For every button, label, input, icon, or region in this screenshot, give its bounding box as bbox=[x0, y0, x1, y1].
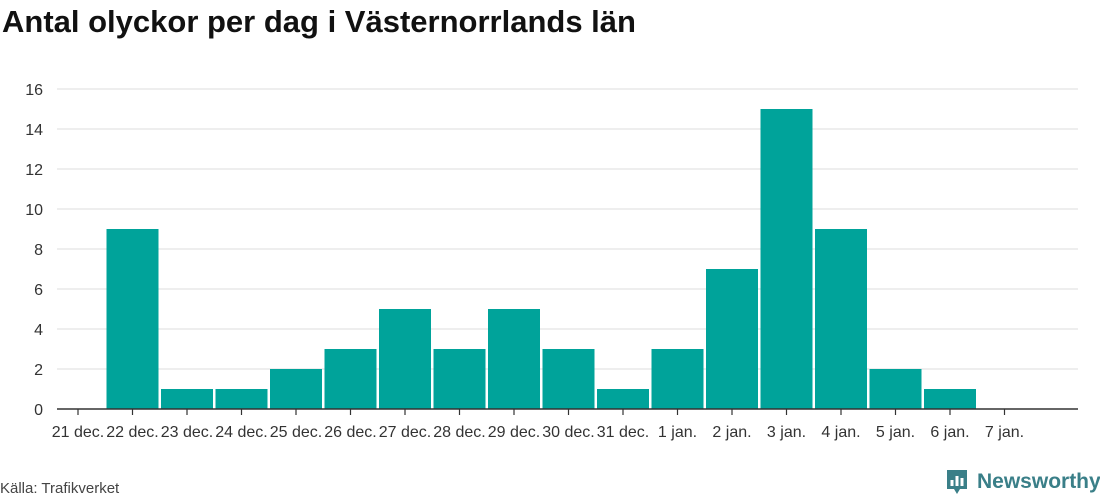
y-tick-label: 2 bbox=[34, 362, 43, 379]
y-axis-ticks: 0 2 4 6 8 10 12 14 16 bbox=[25, 82, 43, 419]
bar bbox=[651, 349, 704, 409]
bar bbox=[924, 389, 976, 409]
x-tick-label: 24 dec. bbox=[215, 424, 267, 441]
bar bbox=[324, 349, 377, 409]
y-tick-label: 4 bbox=[34, 322, 43, 339]
bar bbox=[433, 349, 486, 409]
x-tick-label: 22 dec. bbox=[106, 424, 158, 441]
x-tick-label: 3 jan. bbox=[767, 424, 806, 441]
x-tick-label: 2 jan. bbox=[712, 424, 751, 441]
y-tick-label: 12 bbox=[25, 162, 43, 179]
y-tick-label: 14 bbox=[25, 122, 43, 139]
y-tick-label: 16 bbox=[25, 82, 43, 99]
x-tick-label: 29 dec. bbox=[488, 424, 540, 441]
y-tick-label: 10 bbox=[25, 202, 43, 219]
bar bbox=[597, 389, 649, 409]
y-tick-label: 6 bbox=[34, 282, 43, 299]
bar bbox=[270, 369, 322, 409]
brand-name: Newsworthy bbox=[977, 470, 1100, 493]
x-tick-label: 21 dec. bbox=[52, 424, 104, 441]
x-axis-ticks: 21 dec. 22 dec. 23 dec. 24 dec. 25 dec. 26 de… bbox=[52, 409, 1024, 441]
bar bbox=[542, 349, 595, 409]
source-note: Källa: Trafikverket bbox=[0, 480, 120, 497]
x-tick-label: 25 dec. bbox=[270, 424, 322, 441]
bar bbox=[215, 389, 268, 409]
x-tick-label: 31 dec. bbox=[597, 424, 649, 441]
x-tick-label: 4 jan. bbox=[821, 424, 860, 441]
bar bbox=[706, 269, 758, 409]
grid-lines bbox=[57, 88, 1078, 370]
x-tick-label: 5 jan. bbox=[876, 424, 915, 441]
bar bbox=[106, 229, 159, 409]
y-tick-label: 0 bbox=[34, 402, 43, 419]
x-tick-label: 28 dec. bbox=[433, 424, 485, 441]
bar bbox=[760, 109, 813, 409]
x-tick-label: 30 dec. bbox=[542, 424, 594, 441]
bar bbox=[379, 309, 431, 409]
x-tick-label: 23 dec. bbox=[161, 424, 213, 441]
x-tick-label: 7 jan. bbox=[985, 424, 1024, 441]
x-tick-label: 1 jan. bbox=[658, 424, 697, 441]
bar bbox=[815, 229, 867, 409]
chart-title: Antal olyckor per dag i Västernorrlands … bbox=[2, 4, 636, 39]
x-tick-label: 6 jan. bbox=[930, 424, 969, 441]
x-tick-label: 26 dec. bbox=[324, 424, 376, 441]
newsworthy-logo-icon bbox=[947, 470, 967, 494]
x-tick-label: 27 dec. bbox=[379, 424, 431, 441]
brand-logo: Newsworthy bbox=[945, 468, 1100, 496]
bars bbox=[106, 109, 976, 409]
bar bbox=[869, 369, 922, 409]
y-tick-label: 8 bbox=[34, 242, 43, 259]
bar bbox=[488, 309, 540, 409]
bar bbox=[161, 389, 213, 409]
